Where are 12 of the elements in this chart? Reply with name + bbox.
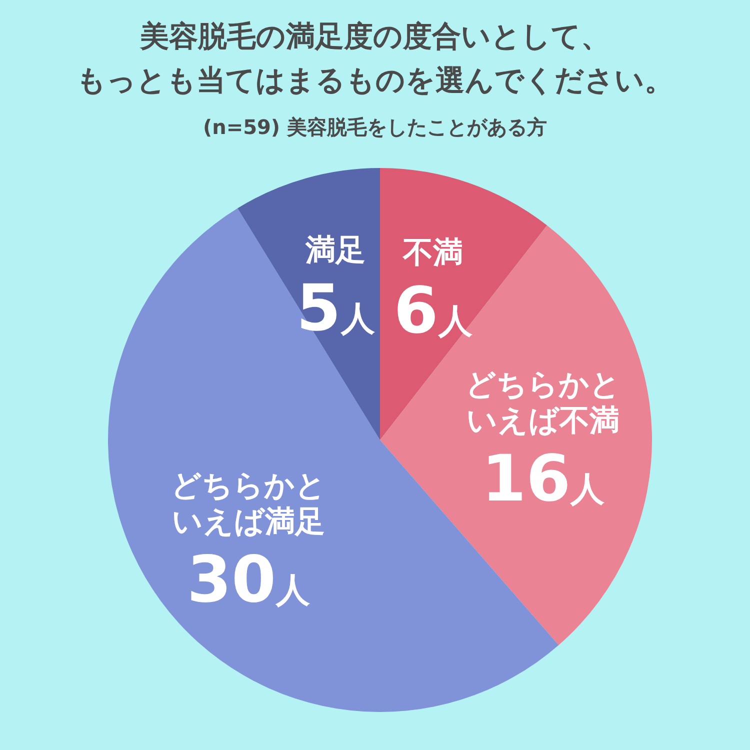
chart-title: 美容脱毛の満足度の度合いとして、もっとも当てはまるものを選んでください。 xyxy=(76,18,674,99)
data-label: 5人 xyxy=(296,272,376,346)
data-label: 16人 xyxy=(482,442,606,517)
pie-slice xyxy=(238,168,380,440)
slice-label: 不満 xyxy=(402,236,463,271)
slice-label: 満足 xyxy=(304,232,366,268)
pie-slice xyxy=(380,225,652,646)
slice-label: どちらかといえば満足 xyxy=(171,468,326,540)
slice-label: どちらかといえば不満 xyxy=(466,368,621,439)
data-label: 30人 xyxy=(186,544,312,618)
data-label: 6人 xyxy=(394,274,474,349)
chart-subtitle: (n=59) 美容脱毛をしたことがある方 xyxy=(202,114,548,141)
